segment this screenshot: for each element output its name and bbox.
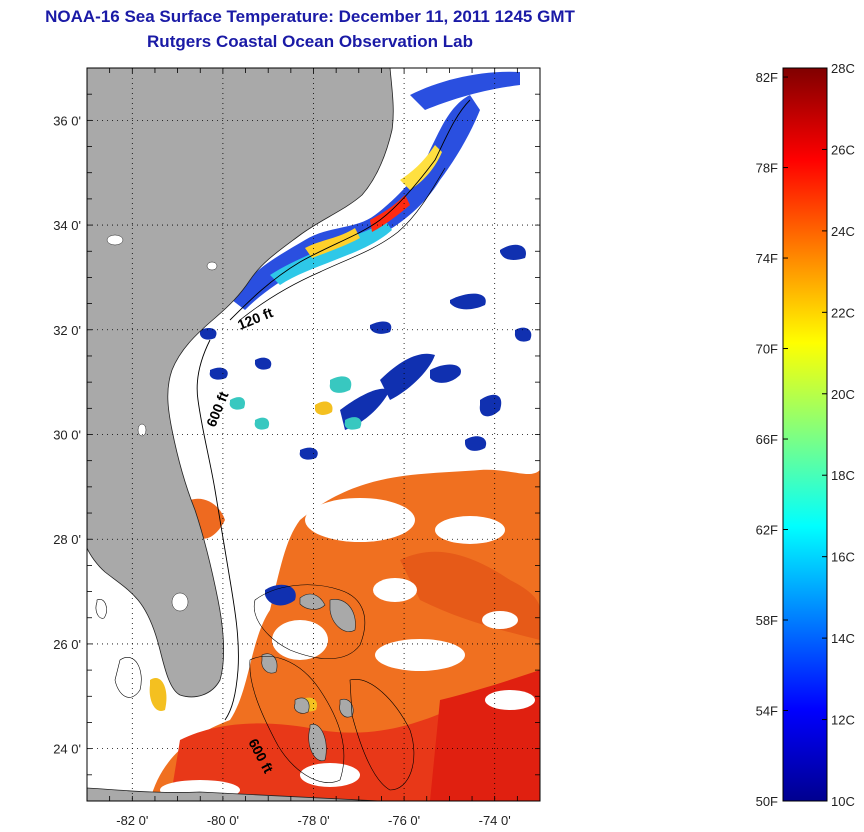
colorbar-c-label: 18C bbox=[831, 468, 855, 483]
colorbar-f-label: 70F bbox=[756, 342, 778, 357]
map-panel: 120 ft 600 ft 600 ft 36 0' 34 0' 32 0' 30 0… bbox=[53, 67, 541, 828]
colorbar-f-label: 54F bbox=[756, 704, 778, 719]
scattered-warm-patches bbox=[149, 401, 333, 712]
lon-label: -76 0' bbox=[388, 813, 420, 828]
inland-lakes bbox=[106, 234, 218, 612]
contour-120ft-line bbox=[229, 99, 471, 321]
colorbar-f-label: 74F bbox=[756, 251, 778, 266]
title-line-2: Rutgers Coastal Ocean Observation Lab bbox=[147, 32, 473, 51]
coastal-mid-band bbox=[305, 228, 360, 258]
colorbar-f-label: 78F bbox=[756, 161, 778, 176]
contour-600ft-line-2 bbox=[239, 167, 446, 321]
land-cuba bbox=[87, 787, 381, 801]
axis-ticks bbox=[86, 67, 541, 802]
colorbar-c-label: 10C bbox=[831, 794, 855, 809]
colorbar-c-label: 26C bbox=[831, 142, 855, 157]
map-title: NOAA-16 Sea Surface Temperature: Decembe… bbox=[0, 4, 620, 54]
lat-label: 30 0' bbox=[53, 428, 81, 443]
lat-label: 28 0' bbox=[53, 532, 81, 547]
lat-label: 26 0' bbox=[53, 637, 81, 652]
warm-filament bbox=[370, 195, 410, 232]
colorbar-c-label: 12C bbox=[831, 713, 855, 728]
longitude-labels: -82 0' -80 0' -78 0' -76 0' -74 0' bbox=[116, 813, 511, 828]
colorbar-bar bbox=[782, 67, 828, 802]
lat-label: 24 0' bbox=[53, 742, 81, 757]
contour-600ft-line bbox=[196, 339, 239, 721]
lon-label: -78 0' bbox=[297, 813, 329, 828]
colorbar-c-label: 20C bbox=[831, 387, 855, 402]
colorbar-c-label: 24C bbox=[831, 224, 855, 239]
colorbar-f-label: 82F bbox=[756, 70, 778, 85]
sst-field: 120 ft 600 ft 600 ft bbox=[87, 68, 540, 801]
colorbar-celsius-labels: 28C 26C 24C 22C 20C 18C 16C 14C 12C 10C bbox=[822, 61, 855, 809]
colorbar-c-label: 16C bbox=[831, 550, 855, 565]
bahamas-bank-contours bbox=[95, 584, 415, 791]
title-line-1: NOAA-16 Sea Surface Temperature: Decembe… bbox=[45, 7, 575, 26]
lon-label: -82 0' bbox=[116, 813, 148, 828]
latitude-labels: 36 0' 34 0' 32 0' 30 0' 28 0' 26 0' 24 0' bbox=[53, 113, 81, 756]
colorbar-c-label: 22C bbox=[831, 305, 855, 320]
colorbar-f-label: 62F bbox=[756, 523, 778, 538]
cool-coastal-band bbox=[270, 220, 392, 285]
colorbar-fahrenheit-labels: 82F 78F 74F 70F 66F 62F 58F 54F 50F bbox=[756, 70, 788, 809]
graticule bbox=[87, 68, 540, 801]
colorbar-f-label: 58F bbox=[756, 613, 778, 628]
lon-label: -74 0' bbox=[479, 813, 511, 828]
colorbar-c-label: 14C bbox=[831, 631, 855, 646]
colorbar-f-label: 66F bbox=[756, 432, 778, 447]
lat-label: 36 0' bbox=[53, 113, 81, 128]
colorbar: 82F 78F 74F 70F 66F 62F 58F 54F 50F 28C 26C 24C 22C… bbox=[756, 61, 855, 809]
hatteras-front bbox=[400, 145, 442, 190]
scattered-cold-patches bbox=[199, 244, 532, 606]
lon-label: -80 0' bbox=[207, 813, 239, 828]
northern-cold-water bbox=[410, 71, 520, 110]
land-us bbox=[87, 68, 394, 698]
lat-label: 34 0' bbox=[53, 218, 81, 233]
colorbar-f-label: 50F bbox=[756, 794, 778, 809]
lat-label: 32 0' bbox=[53, 323, 81, 338]
colorbar-c-label: 28C bbox=[831, 61, 855, 76]
cold-shelf-water bbox=[232, 95, 480, 310]
